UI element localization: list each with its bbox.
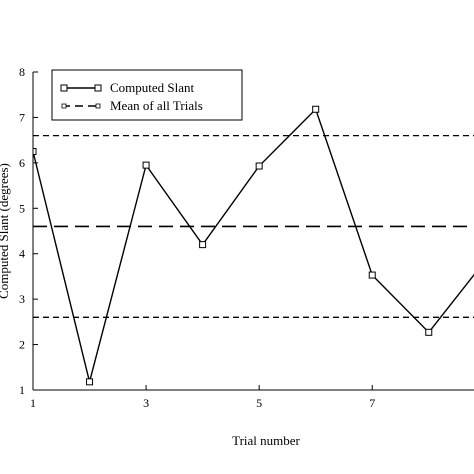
x-tick-label: 3 <box>143 396 149 410</box>
y-tick-label: 2 <box>19 338 25 352</box>
series-line-computed-slant <box>33 107 474 382</box>
x-axis-label: Trial number <box>232 433 300 448</box>
data-point <box>33 148 37 155</box>
y-tick-label: 8 <box>19 65 25 79</box>
data-point <box>199 241 207 249</box>
y-tick-label: 4 <box>19 247 25 261</box>
legend-marker-computed-slant <box>60 84 68 92</box>
legend: Computed Slant Mean of all Trials <box>51 69 243 121</box>
legend-marker-mean <box>95 103 101 109</box>
legend-marker-computed-slant <box>94 84 102 92</box>
data-point <box>312 105 320 113</box>
data-point <box>142 161 150 169</box>
y-tick-label: 6 <box>19 156 25 170</box>
data-point <box>368 271 376 279</box>
data-point <box>255 162 263 170</box>
legend-label-mean: Mean of all Trials <box>110 98 203 113</box>
y-tick-label: 5 <box>19 201 25 215</box>
x-tick-label: 5 <box>256 396 262 410</box>
legend-marker-mean <box>61 103 67 109</box>
x-tick-label: 7 <box>369 396 375 410</box>
y-tick-label: 1 <box>19 383 25 397</box>
y-tick-label: 3 <box>19 292 25 306</box>
y-tick-label: 7 <box>19 110 25 124</box>
legend-label-computed-slant: Computed Slant <box>110 80 195 95</box>
data-point <box>86 378 94 386</box>
data-point <box>425 328 433 336</box>
y-axis-label: Computed Slant (degrees) <box>0 163 11 299</box>
x-tick-label: 1 <box>30 396 36 410</box>
